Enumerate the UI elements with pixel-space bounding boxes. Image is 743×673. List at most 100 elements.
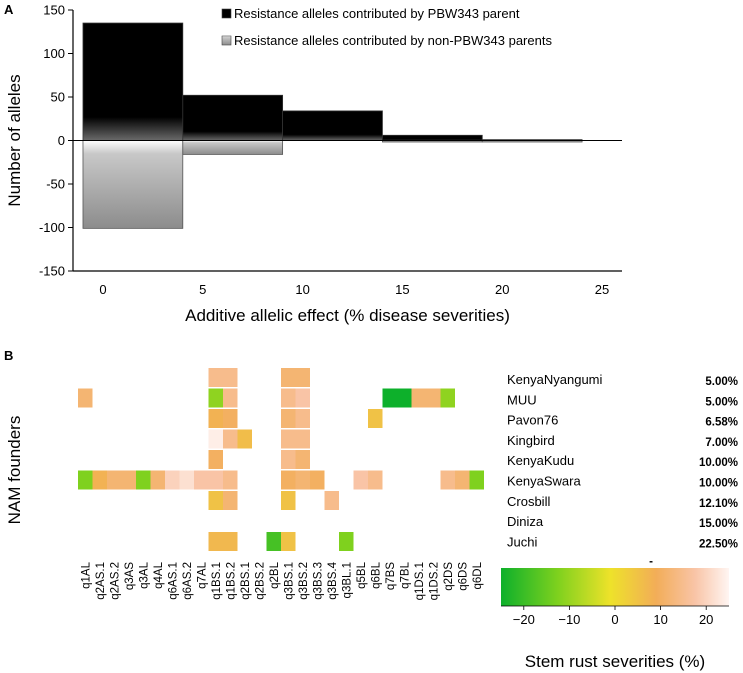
heatmap-cell-q2BL-Juchi — [266, 532, 281, 551]
colorbar-tick-label: 0 — [611, 612, 618, 627]
x-tick-label: 0 — [99, 282, 106, 297]
qtl-label: q6DL — [472, 561, 484, 589]
heatmap-cell-q3BS.1-MUU — [281, 388, 296, 408]
heatmap-cell-q2DS-MUU — [440, 388, 455, 408]
qtl-label: q3BS.3 — [312, 562, 324, 600]
heatmap-cell-q3AS-KenyaSwara — [121, 470, 136, 490]
extra-mark: - — [649, 556, 653, 568]
heatmap-cell-q6BL-Pavon76 — [368, 409, 383, 428]
bar-pbw343-3 — [382, 134, 483, 141]
founder-name: Juchi — [507, 534, 537, 549]
x-tick-label: 5 — [199, 282, 206, 297]
qtl-label: q1AL — [80, 561, 92, 588]
heatmap-cell-q6AS.1-KenyaSwara — [165, 470, 180, 490]
heatmap-cell-q1BS.2-Crosbill — [223, 491, 238, 510]
heatmap-cell-q1DS.1-MUU — [411, 388, 426, 408]
qtl-label: q1DS.1 — [414, 562, 426, 600]
heatmap-cell-q6DS-KenyaSwara — [455, 470, 470, 490]
qtl-label: q2BL — [269, 561, 281, 588]
legend-label-1: Resistance alleles contributed by non-PB… — [234, 33, 552, 48]
heatmap-cell-q1BS.1-KenyaNyangumi — [208, 368, 223, 387]
y-tick-label: -100 — [39, 220, 65, 235]
heatmap-cell-q1BS.2-Pavon76 — [223, 409, 238, 428]
qtl-label: q3AS — [124, 562, 136, 590]
qtl-label: q7BS — [385, 562, 397, 590]
qtl-label: q6AS.1 — [167, 562, 179, 600]
heatmap-cell-q3BS.2-KenyaKudu — [295, 450, 310, 469]
y-tick-label: -150 — [39, 264, 65, 279]
heatmap-cell-q3BS.2-MUU — [295, 388, 310, 408]
founder-percent: 5.00% — [705, 396, 738, 408]
colorbar-gradient — [501, 568, 729, 606]
heatmap-cell-q3BS.2-Kingbird — [295, 429, 310, 449]
heatmap-cell-q3BS.1-KenyaSwara — [281, 470, 296, 490]
qtl-label: q2DS — [443, 562, 455, 591]
founder-name: KenyaSwara — [507, 474, 581, 489]
bar-pbw343-1 — [182, 94, 284, 141]
y-tick-label: 50 — [51, 90, 65, 105]
bar-non-pbw343-1 — [182, 140, 284, 155]
founder-name: KenyaKudu — [507, 453, 574, 468]
y-tick-label: 0 — [58, 133, 65, 148]
founder-percent: 6.58% — [705, 417, 738, 429]
heatmap-cell-q3BS.2-KenyaNyangumi — [295, 368, 310, 387]
colorbar-tick-label: −10 — [558, 612, 580, 627]
chart-a: 150 100 50 0 -50 -100 -150 0 5 10 15 20 25 Additive a… — [5, 3, 622, 325]
founder-name: Kingbird — [507, 433, 555, 448]
chart-b: q1AL q2AS.1 q2AS.2 q3AS q3AL q4AL q6AS.1 q6AS.2… — [5, 368, 738, 671]
founder-percent: 10.00% — [699, 457, 738, 469]
heatmap-cell-q3BS.1-KenyaNyangumi — [281, 368, 296, 387]
founder-name: KenyaNyangumi — [507, 372, 602, 387]
founder-percent: 22.50% — [699, 538, 738, 550]
heatmap-cell-q3BS.3-KenyaSwara — [310, 470, 325, 490]
qtl-label: q2BS.2 — [254, 562, 266, 600]
y-tick-label: 150 — [43, 3, 65, 18]
heatmap-cell-q3BL.1-Juchi — [339, 532, 354, 551]
heatmap-cell-q4AL-KenyaSwara — [150, 470, 165, 490]
qtl-label: q6BL — [370, 561, 382, 588]
founder-percent: 15.00% — [699, 518, 738, 530]
y-tick-label: -50 — [46, 177, 65, 192]
founder-name: Pavon76 — [507, 413, 558, 428]
qtl-label: q7BL — [399, 561, 411, 588]
colorbar-tick-label: −20 — [513, 612, 535, 627]
bar-pbw343-2 — [282, 110, 383, 141]
founder-percent: 12.10% — [699, 498, 738, 510]
heatmap-cell-q1BS.1-MUU — [208, 388, 223, 408]
heatmap-cell-q3BS.1-Pavon76 — [281, 409, 296, 428]
heatmap-cell-q1BS.2-Kingbird — [223, 429, 238, 449]
founder-name: MUU — [507, 392, 537, 407]
qtl-label: q1DS.2 — [428, 562, 440, 600]
heatmap-cell-q1BS.1-KenyaKudu — [208, 450, 223, 469]
heatmap-cell-q1BS.1-Juchi — [208, 532, 223, 551]
qtl-label: q1BS.1 — [211, 562, 223, 600]
qtl-label: q4AL — [153, 561, 165, 588]
heatmap-y-title: NAM founders — [5, 416, 24, 525]
founder-percent: 7.00% — [705, 437, 738, 449]
qtl-label: q3BS.1 — [283, 562, 295, 600]
founder-percent: 10.00% — [699, 478, 738, 490]
qtl-label: q3BL.1 — [341, 562, 353, 598]
y-axis-title: Number of alleles — [5, 74, 24, 206]
founder-name: Crosbill — [507, 494, 550, 509]
qtl-label: q2AS.1 — [95, 562, 107, 600]
heatmap-cell-q2DS-KenyaSwara — [440, 470, 455, 490]
heatmap-cell-q2BS.1-Kingbird — [237, 429, 252, 449]
heatmap-cell-q2AS.1-KenyaSwara — [92, 470, 107, 490]
heatmap-cell-q7BL-MUU — [397, 388, 412, 408]
qtl-label: q7AL — [196, 561, 208, 588]
heatmap-cell-q3BS.2-Pavon76 — [295, 409, 310, 428]
heatmap-cell-q1BS.2-MUU — [223, 388, 238, 408]
x-tick-label: 20 — [495, 282, 509, 297]
heatmap-cell-q1AL-KenyaSwara — [78, 470, 93, 490]
x-tick-label: 15 — [395, 282, 409, 297]
bar-non-pbw343-0 — [82, 140, 184, 229]
heatmap-cell-q6AS.2-KenyaSwara — [179, 470, 194, 490]
heatmap-cell-q3BS.1-Juchi — [281, 532, 296, 551]
qtl-label: q2AS.2 — [109, 562, 121, 600]
heatmap-cell-q2AS.2-KenyaSwara — [107, 470, 122, 490]
legend-swatch-0 — [221, 8, 232, 19]
heatmap-cell-q1AL-MUU — [78, 388, 93, 408]
heatmap-cell-q3BS.2-KenyaSwara — [295, 470, 310, 490]
